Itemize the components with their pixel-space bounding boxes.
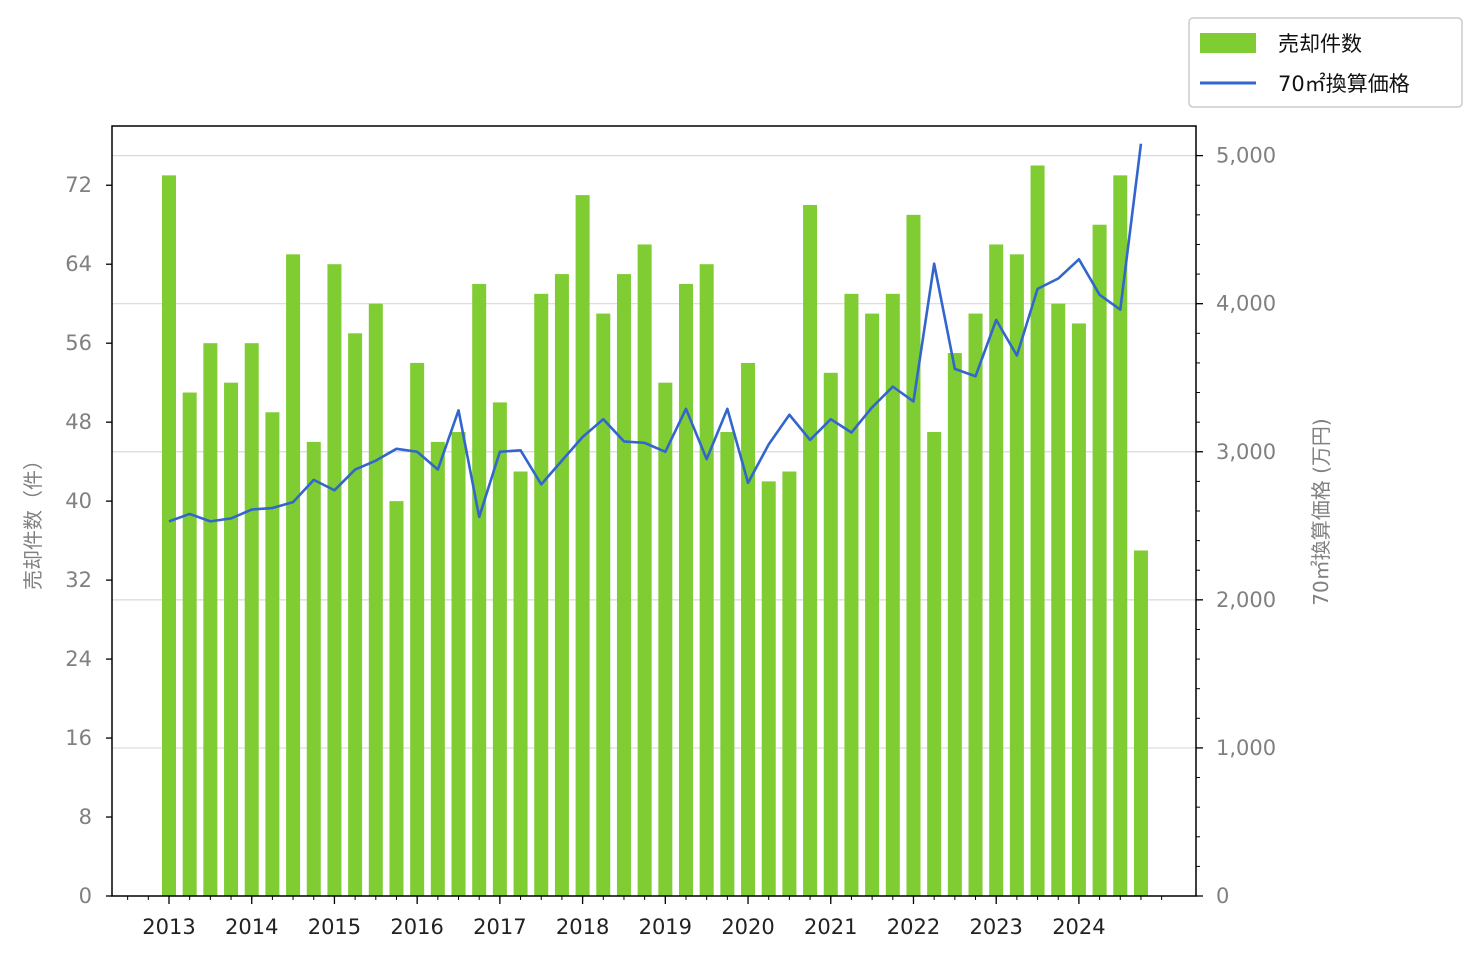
bar: [989, 244, 1004, 896]
right-tick-label: 1,000: [1216, 736, 1276, 760]
bar: [823, 372, 838, 896]
x-tick-label: 2018: [556, 915, 609, 939]
legend-label-line: 70㎡換算価格: [1278, 72, 1410, 96]
bar: [348, 333, 363, 896]
bar: [658, 382, 673, 897]
bar: [224, 382, 239, 897]
bar: [244, 343, 259, 897]
bar: [844, 293, 859, 896]
bar: [968, 313, 983, 897]
bar: [265, 412, 280, 896]
left-tick-label: 56: [65, 331, 92, 355]
left-tick-label: 24: [65, 647, 92, 671]
legend-label-bar: 売却件数: [1278, 32, 1362, 56]
bar: [761, 481, 776, 896]
bar-series-sales-count: [162, 165, 1148, 897]
bar: [1051, 303, 1066, 896]
bar: [720, 432, 735, 896]
x-tick-label: 2019: [639, 915, 692, 939]
right-tick-label: 5,000: [1216, 144, 1276, 168]
bar: [534, 293, 549, 896]
left-tick-label: 8: [79, 805, 92, 829]
bar: [1113, 175, 1128, 896]
x-tick-label: 2020: [721, 915, 774, 939]
right-tick-label: 0: [1216, 884, 1229, 908]
bar: [1133, 550, 1148, 896]
bar: [885, 293, 900, 896]
x-tick-label: 2016: [390, 915, 443, 939]
left-tick-label: 32: [65, 568, 92, 592]
x-tick-label: 2014: [225, 915, 278, 939]
x-tick-label: 2023: [969, 915, 1022, 939]
bar: [554, 274, 569, 897]
bar: [927, 432, 942, 896]
legend-swatch-bar: [1200, 33, 1256, 53]
x-tick-label: 2017: [473, 915, 526, 939]
bar: [616, 274, 631, 897]
bar: [575, 195, 590, 897]
bar: [596, 313, 611, 897]
bar: [410, 362, 425, 896]
right-tick-label: 4,000: [1216, 292, 1276, 316]
bar: [679, 283, 693, 896]
right-tick-label: 3,000: [1216, 440, 1276, 464]
axis-ticks: 0 8 16 24 32 40 48 56 64 72 0 1,000 2,000 3,000 4,000 5…: [65, 144, 1276, 939]
x-tick-label: 2024: [1052, 915, 1105, 939]
right-tick-label: 2,000: [1216, 588, 1276, 612]
line-series-price: [168, 143, 1143, 523]
left-tick-label: 64: [65, 252, 92, 276]
bar: [430, 441, 445, 896]
price-line: [168, 143, 1143, 523]
bar: [472, 283, 487, 896]
x-tick-label: 2021: [804, 915, 857, 939]
bar: [286, 254, 301, 897]
bar: [1092, 224, 1107, 896]
bar: [1009, 254, 1024, 897]
left-axis-title: 売却件数（件）: [21, 450, 45, 590]
bar: [699, 264, 714, 896]
bar: [451, 432, 466, 896]
bar: [906, 214, 921, 896]
x-tick-label: 2022: [887, 915, 940, 939]
left-tick-label: 72: [65, 173, 92, 197]
bar: [1030, 165, 1045, 896]
bar: [741, 362, 756, 896]
bar: [1071, 323, 1086, 896]
bar: [327, 264, 342, 896]
legend-frame: [1188, 17, 1463, 108]
bar: [513, 471, 528, 896]
right-axis-title: 70㎡換算価格 (万円): [1309, 418, 1333, 605]
left-tick-label: 0: [79, 884, 92, 908]
left-tick-label: 40: [65, 489, 92, 513]
bar: [947, 353, 962, 896]
bar: [865, 313, 880, 897]
bar: [803, 204, 818, 896]
x-tick-label: 2015: [308, 915, 361, 939]
bar: [637, 244, 652, 896]
legend: 売却件数 70㎡換算価格: [1188, 17, 1463, 108]
left-tick-label: 16: [65, 726, 92, 750]
bar: [492, 402, 507, 896]
bar: [182, 392, 197, 896]
bar: [162, 175, 176, 896]
left-tick-label: 48: [65, 410, 92, 434]
bar: [306, 441, 321, 896]
bar: [389, 501, 404, 896]
bar: [368, 303, 383, 896]
bar: [782, 471, 797, 896]
bar: [203, 343, 218, 897]
x-tick-label: 2013: [142, 915, 195, 939]
